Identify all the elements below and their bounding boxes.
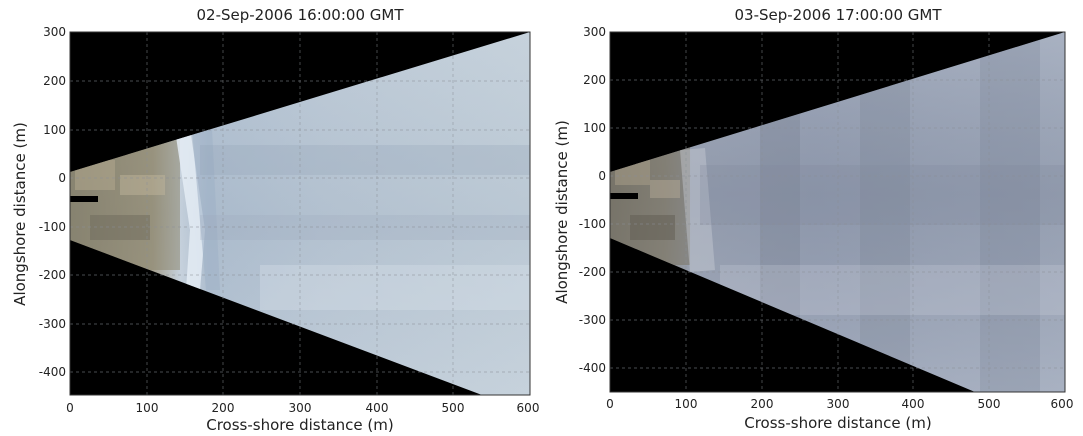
panel-2-ytick: 200 [583,73,606,87]
panel-1-axes-frame [69,31,531,396]
panel-2-title: 03-Sep-2006 17:00:00 GMT [735,6,943,24]
panel-1-xtick: 100 [136,401,159,415]
panel-2-ytick: -100 [579,217,606,231]
panel-1-ytick: -100 [39,220,66,234]
panel-1-title: 02-Sep-2006 16:00:00 GMT [197,6,405,24]
panel-1-ytick: 0 [58,171,66,185]
panel-2-xtick: 200 [751,397,774,411]
panel-2-ytick: 100 [583,121,606,135]
panel-2-xtick: 100 [675,397,698,411]
panel-2: 03-Sep-2006 17:00:00 GMT [553,6,1073,432]
panel-2-ytick: -200 [579,265,606,279]
panel-2-x-ticks: 0 100 200 300 400 500 600 [606,397,1073,411]
panel-1-ytick: -300 [39,317,66,331]
panel-2-y-ticks: 300 200 100 0 -100 -200 -300 -400 [579,25,606,375]
panel-1-camera-marker [70,196,98,202]
panel-1-grid [70,32,530,395]
panel-2-xtick: 600 [1051,397,1074,411]
panel-1-y-ticks: 300 200 100 0 -100 -200 -300 -400 [39,25,66,379]
panel-1: 02-Sep-2006 16:00:00 GMT [11,6,539,434]
panel-1-xtick: 400 [366,401,389,415]
panel-2-ytick: -300 [579,313,606,327]
panel-1-ytick: -400 [39,365,66,379]
panel-1-x-ticks: 0 100 200 300 400 500 600 [66,401,539,415]
panel-2-xtick: 400 [902,397,925,411]
panel-1-xtick: 600 [517,401,540,415]
panel-1-ytick: 300 [43,25,66,39]
panel-1-xtick: 200 [212,401,235,415]
panel-2-x-axis-label: Cross-shore distance (m) [744,414,932,432]
panel-1-xtick: 0 [66,401,74,415]
panel-1-x-axis-label: Cross-shore distance (m) [206,416,394,434]
panel-2-xtick: 300 [827,397,850,411]
panel-2-ytick: 0 [598,169,606,183]
panel-1-ytick: -200 [39,268,66,282]
panel-1-xtick: 500 [442,401,465,415]
panel-2-axes-frame [609,31,1066,393]
panel-2-grid [610,32,1065,392]
panel-2-xtick: 500 [978,397,1001,411]
panel-1-xtick: 300 [289,401,312,415]
panel-1-y-axis-label: Alongshore distance (m) [11,122,29,306]
panel-2-ytick: -400 [579,361,606,375]
panel-2-camera-marker [610,193,638,199]
panel-2-ytick: 300 [583,25,606,39]
panel-1-ytick: 200 [43,74,66,88]
panel-1-ytick: 100 [43,123,66,137]
panel-2-xtick: 0 [606,397,614,411]
panel-2-y-axis-label: Alongshore distance (m) [553,120,571,304]
